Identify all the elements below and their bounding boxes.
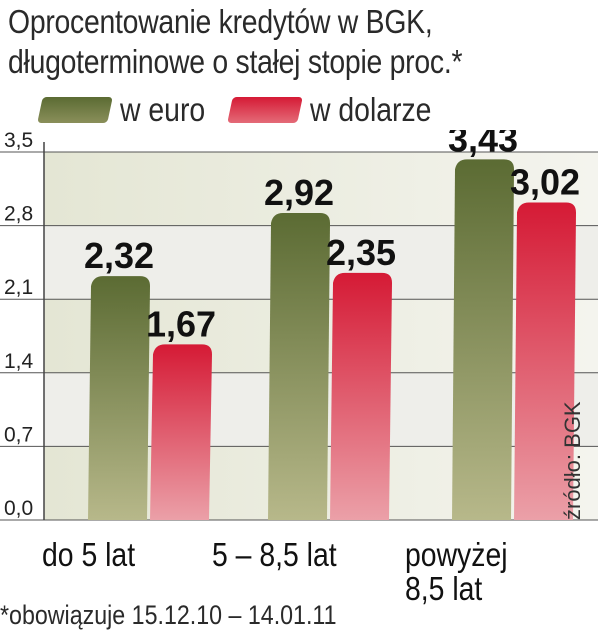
x-category-label: powyżej 8,5 lat: [405, 536, 508, 607]
legend-swatch-euro: [37, 97, 113, 123]
y-tick-label: 2,8: [4, 203, 33, 226]
bar-euro: [452, 159, 514, 521]
bar-chart: 0,0 0,7 1,4 2,1 2,8 3,5 2,32 2,92 3,43 1,67 2,35 3,…: [0, 130, 598, 521]
data-label-euro: 3,43: [448, 130, 518, 159]
bar-euro: [88, 276, 150, 520]
bar-dollar: [150, 344, 212, 520]
y-tick-label: 0,7: [4, 423, 33, 446]
bar-dollar: [514, 202, 576, 520]
x-category-label: 5 – 8,5 lat: [212, 536, 337, 573]
legend-swatch-dollar: [227, 97, 303, 123]
y-tick-label: 0,0: [4, 497, 33, 520]
legend-label-euro: w euro: [120, 91, 206, 128]
legend-item-euro: w euro: [37, 90, 219, 130]
y-tick-label: 1,4: [4, 350, 34, 373]
title-line-1: Oprocentowanie kredytów w BGK,: [8, 3, 433, 40]
footnote: *obowiązuje 15.12.10 – 14.01.11: [0, 600, 337, 630]
data-label-euro: 2,92: [264, 172, 334, 213]
data-label-dollar: 1,67: [146, 303, 216, 344]
legend: w euro w dolarze: [37, 90, 560, 130]
data-label-euro: 2,32: [84, 235, 154, 276]
y-tick-label: 2,1: [4, 276, 33, 299]
legend-item-dollar: w dolarze: [227, 90, 451, 130]
source-label: źródło: BGK: [560, 401, 585, 520]
legend-label-dollar: w dolarze: [310, 91, 432, 128]
title-line-2: długoterminowe o stałej stopie proc.*: [8, 43, 463, 80]
y-tick-label: 3,5: [4, 130, 33, 152]
x-category-label: do 5 lat: [42, 536, 136, 573]
data-label-dollar: 3,02: [510, 161, 580, 202]
data-label-dollar: 2,35: [326, 232, 396, 273]
chart-title: Oprocentowanie kredytów w BGK, długoterm…: [8, 2, 511, 82]
bar-euro: [268, 212, 330, 520]
bar-dollar: [330, 272, 392, 520]
